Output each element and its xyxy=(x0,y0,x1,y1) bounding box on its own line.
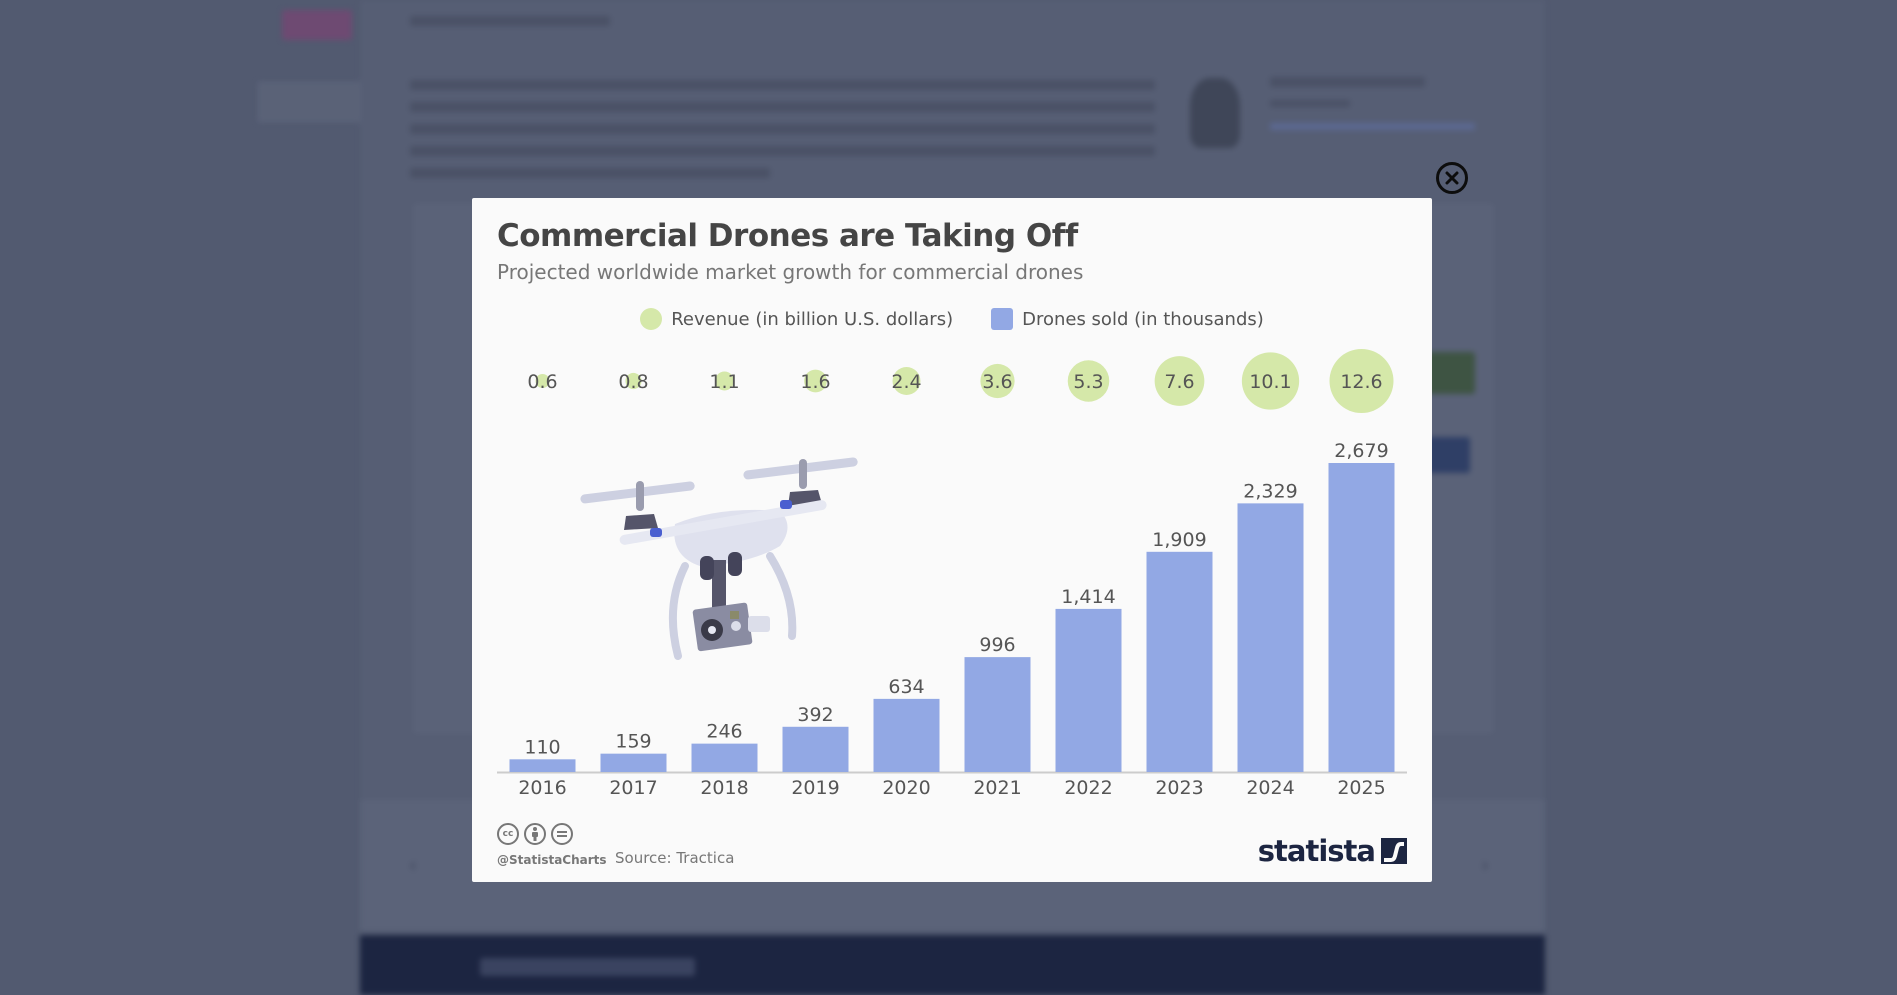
chart-title: Commercial Drones are Taking Off xyxy=(497,218,1078,254)
revenue-bubble xyxy=(1241,352,1300,410)
revenue-bubble xyxy=(804,369,827,393)
article-text-line xyxy=(410,124,1155,134)
chart-modal: Commercial Drones are Taking Off Project… xyxy=(472,198,1432,882)
revenue-label: 1.1 xyxy=(709,371,739,393)
revenue-label: 5.3 xyxy=(1073,371,1103,393)
drones-value-label: 996 xyxy=(979,634,1015,656)
revenue-label: 10.1 xyxy=(1249,371,1291,393)
drones-value-label: 246 xyxy=(706,721,742,743)
x-tick-label: 2021 xyxy=(973,777,1021,799)
drones-value-label: 2,329 xyxy=(1243,480,1297,502)
revenue-label: 3.6 xyxy=(982,371,1012,393)
revenue-label: 12.6 xyxy=(1340,371,1382,393)
no-derivatives-icon xyxy=(551,823,573,845)
legend-label-revenue: Revenue (in billion U.S. dollars) xyxy=(671,308,954,330)
drones-bar xyxy=(600,753,667,772)
x-tick-label: 2025 xyxy=(1337,777,1385,799)
x-tick-label: 2024 xyxy=(1246,777,1294,799)
drones-bar xyxy=(509,759,576,772)
drones-value-label: 634 xyxy=(888,676,924,698)
drones-bar xyxy=(873,698,940,772)
legend-item-revenue: Revenue (in billion U.S. dollars) xyxy=(640,308,953,330)
legend-swatch-revenue xyxy=(640,308,663,330)
chart-legend: Revenue (in billion U.S. dollars) Drones… xyxy=(472,308,1432,330)
revenue-label: 2.4 xyxy=(891,371,921,393)
byline xyxy=(410,16,610,26)
drones-value-label: 1,909 xyxy=(1152,529,1206,551)
x-tick-label: 2020 xyxy=(882,777,930,799)
revenue-bubble xyxy=(980,363,1015,399)
x-tick-label: 2022 xyxy=(1064,777,1112,799)
drones-value-label: 159 xyxy=(615,731,651,753)
revenue-bubble xyxy=(892,367,921,395)
legend-item-drones: Drones sold (in thousands) xyxy=(991,308,1264,330)
legend-swatch-drones xyxy=(991,308,1014,330)
drones-bar xyxy=(782,726,849,772)
revenue-label: 0.6 xyxy=(527,371,557,393)
revenue-label: 7.6 xyxy=(1164,371,1194,393)
article-text-line xyxy=(410,80,1155,90)
drone-illustration xyxy=(580,457,858,660)
drones-bar xyxy=(1237,503,1304,772)
x-tick-label: 2019 xyxy=(791,777,839,799)
drones-bar xyxy=(1328,463,1395,772)
attribution-icon xyxy=(524,823,546,845)
article-text-line xyxy=(410,146,1155,156)
revenue-bubble xyxy=(715,371,734,391)
revenue-bubble xyxy=(1329,349,1394,413)
drones-bar xyxy=(691,743,758,772)
revenue-bubble xyxy=(1067,360,1110,402)
chart-source: Source: Tractica xyxy=(615,849,735,867)
drones-bar xyxy=(1055,608,1122,772)
close-button[interactable] xyxy=(1436,162,1468,194)
statista-logo-icon xyxy=(1381,838,1407,864)
drones-bar xyxy=(1146,551,1213,772)
drones-value-label: 110 xyxy=(524,736,560,758)
cc-icon: cc xyxy=(497,823,519,845)
revenue-bubble xyxy=(535,374,550,388)
statista-logo[interactable]: statista xyxy=(1258,834,1407,868)
carousel-next-icon: › xyxy=(1482,855,1488,875)
x-tick-label: 2017 xyxy=(609,777,657,799)
drones-bar xyxy=(964,657,1031,772)
x-tick-label: 2018 xyxy=(700,777,748,799)
statista-handle: @StatistaCharts xyxy=(497,853,607,867)
x-tick-label: 2016 xyxy=(518,777,566,799)
drones-value-label: 1,414 xyxy=(1061,586,1115,608)
drones-value-label: 2,679 xyxy=(1334,440,1388,462)
statista-logo-text: statista xyxy=(1257,834,1376,868)
revenue-bubble xyxy=(625,372,642,390)
article-text-line xyxy=(410,168,770,178)
chart-plot: 0.6 110 2016 0.8 159 2017 1.1 246 2018 1.6 392 2019… xyxy=(497,349,1407,799)
background-badge xyxy=(282,10,352,40)
carousel-prev-icon: ‹ xyxy=(410,855,416,875)
revenue-label: 1.6 xyxy=(800,371,830,393)
revenue-label: 0.8 xyxy=(618,371,648,393)
article-text-line xyxy=(410,102,1155,112)
author-name xyxy=(1270,77,1425,87)
background-button xyxy=(258,82,360,122)
chart-subtitle: Projected worldwide market growth for co… xyxy=(497,260,1084,284)
author-role xyxy=(1270,100,1350,107)
author-avatar xyxy=(1190,78,1240,148)
close-icon xyxy=(1445,171,1459,185)
x-tick-label: 2023 xyxy=(1155,777,1203,799)
drones-value-label: 392 xyxy=(797,704,833,726)
license-icons: cc xyxy=(497,823,573,845)
newsletter-title xyxy=(480,958,695,976)
legend-label-drones: Drones sold (in thousands) xyxy=(1022,308,1264,330)
author-email xyxy=(1270,123,1475,130)
revenue-bubble xyxy=(1154,356,1205,406)
